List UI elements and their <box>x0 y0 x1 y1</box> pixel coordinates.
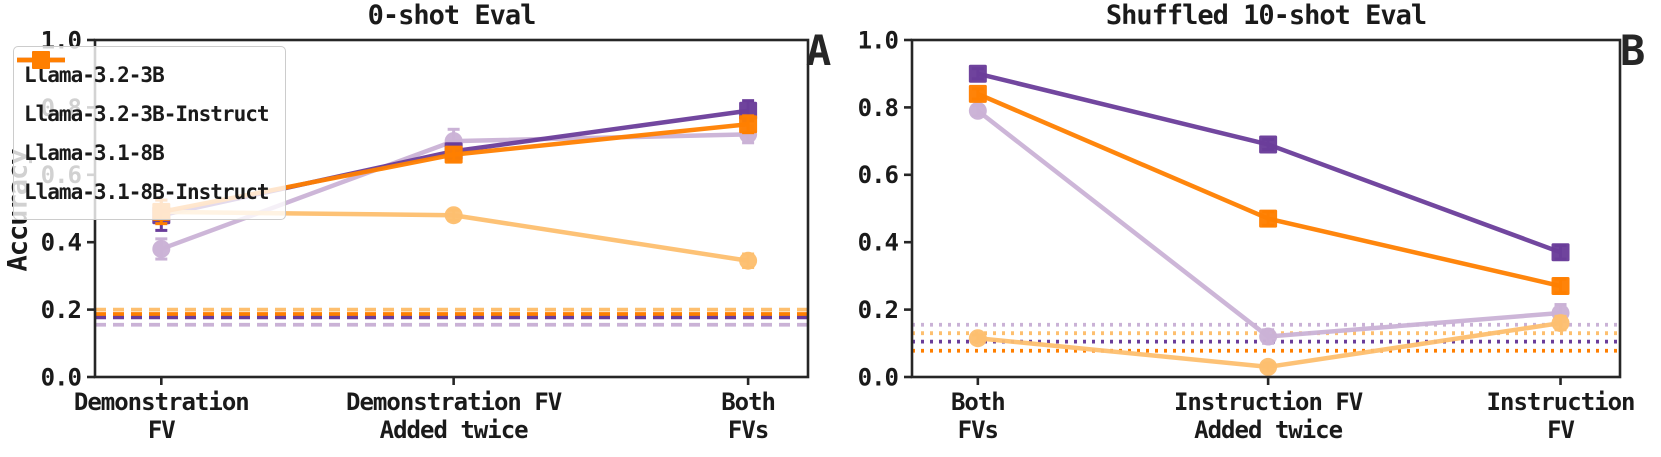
y-tick-label: 0.2 <box>41 296 81 324</box>
y-tick-label: 0.4 <box>858 229 899 257</box>
data-point <box>968 84 987 103</box>
y-tick-label: 1.0 <box>858 26 899 54</box>
x-tick-label: Both <box>951 388 1005 416</box>
y-tick-label: 0.2 <box>858 296 898 324</box>
data-point <box>1259 357 1278 376</box>
data-point <box>968 101 987 120</box>
x-tick-label: FVs <box>728 416 768 444</box>
panel-b: 0.0 0.2 0.4 0.6 0.8 1.0 Both FVs Instruction FV A… <box>830 0 1661 457</box>
data-point <box>1551 243 1570 262</box>
legend: Llama-3.2-3B Llama-3.2-3B-Instruct Llama-3… <box>13 46 286 220</box>
legend-label: Llama-3.1-8B <box>24 140 165 165</box>
data-point <box>1259 135 1278 154</box>
panel-letter-a: A <box>806 26 832 75</box>
data-point <box>1551 314 1570 333</box>
x-tick-label: Added twice <box>380 416 528 444</box>
x-tick-label: FV <box>1547 416 1574 444</box>
data-point <box>444 206 463 225</box>
data-point <box>1551 277 1570 296</box>
legend-label: Llama-3.1-8B-Instruct <box>24 179 270 204</box>
legend-item: Llama-3.1-8B-Instruct <box>17 51 270 211</box>
legend-item: Llama-3.2-3B-Instruct <box>17 51 270 133</box>
y-tick-label: 0.4 <box>41 229 82 257</box>
x-tick-label: Added twice <box>1194 416 1342 444</box>
x-tick-label: Demonstration <box>74 388 249 416</box>
y-tick-label: 0.0 <box>858 363 899 391</box>
data-point <box>152 239 171 258</box>
x-tick-label: Instruction <box>1487 388 1635 416</box>
x-tick-label: FVs <box>958 416 998 444</box>
data-point <box>739 251 758 270</box>
x-tick-label: Instruction FV <box>1174 388 1363 416</box>
legend-label: Llama-3.2-3B-Instruct <box>24 101 270 126</box>
x-tick-label: Demonstration FV <box>346 388 562 416</box>
data-point <box>968 329 987 348</box>
panel-title: 0-shot Eval <box>367 0 537 31</box>
axes-box <box>910 38 1622 379</box>
legend-item: Llama-3.1-8B <box>17 51 269 172</box>
panel-a: 0.00.20.40.60.81.0DemonstrationFVDemonst… <box>0 0 830 457</box>
legend-marker-icon <box>17 51 65 69</box>
y-tick-label: 0.6 <box>858 161 899 189</box>
data-point <box>968 64 987 83</box>
x-tick-label: Both <box>721 388 775 416</box>
x-tick-label: FV <box>148 416 175 444</box>
y-tick-label: 0.8 <box>858 94 898 122</box>
data-point <box>444 145 463 164</box>
data-point <box>1259 209 1278 228</box>
y-tick-label: 0.0 <box>41 363 82 391</box>
panel-title: Shuffled 10-shot Eval <box>1105 0 1427 31</box>
data-point <box>1259 327 1278 346</box>
series-line-Llama-3.1-8B-Instruct <box>976 91 1562 289</box>
data-point <box>739 115 758 134</box>
panel-letter-b: B <box>1620 26 1646 75</box>
